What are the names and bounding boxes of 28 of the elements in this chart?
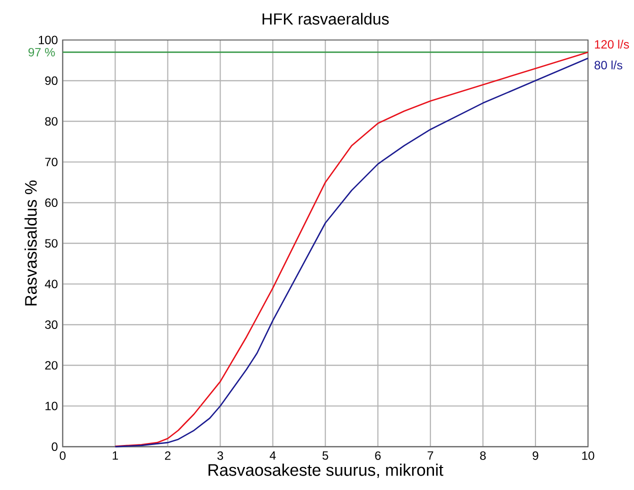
x-tick-label: 5 xyxy=(322,451,328,460)
x-tick-label: 8 xyxy=(480,451,486,460)
y-tick-label: 40 xyxy=(44,280,58,288)
x-tick-label: 10 xyxy=(582,451,594,460)
x-tick-label: 9 xyxy=(532,451,538,460)
x-tick-label: 0 xyxy=(60,451,66,460)
series-label: 120 l/s xyxy=(594,40,629,49)
x-tick-label: 7 xyxy=(428,451,434,460)
y-tick-label: 70 xyxy=(45,158,58,166)
y-tick-label: 30 xyxy=(45,320,58,329)
chart-title: HFK rasvaeraldus xyxy=(262,12,389,25)
y-tick-label: 60 xyxy=(45,198,58,207)
x-axis-title: Rasvaosakeste suurus, mikronit xyxy=(208,464,444,478)
x-tick-label: 3 xyxy=(217,451,224,460)
y-tick-label: 0 xyxy=(52,442,58,451)
x-tick-label: 2 xyxy=(165,451,170,460)
y-tick-label: 90 xyxy=(45,76,58,85)
x-tick-label: 4 xyxy=(270,451,276,460)
y-tick-label: 10 xyxy=(46,402,58,410)
y-tick-label: 100 xyxy=(38,36,58,44)
y-tick-label: 50 xyxy=(45,239,58,248)
x-tick-label: 6 xyxy=(375,451,381,460)
series-label: 80 l/s xyxy=(594,60,622,70)
ref-line-label: 97 % xyxy=(28,48,55,56)
y-tick-label: 20 xyxy=(45,361,58,370)
x-tick-label: 1 xyxy=(112,451,118,460)
y-axis-title: Rasvasisaldus % xyxy=(24,180,37,306)
y-tick-label: 80 xyxy=(45,117,58,126)
